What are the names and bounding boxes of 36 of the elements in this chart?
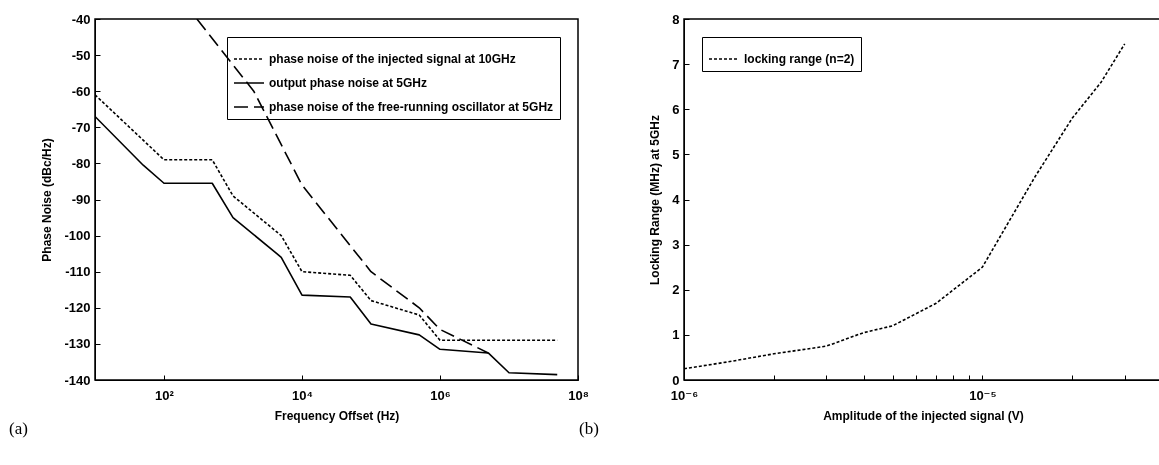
x-tick-label: 10⁻⁶ bbox=[670, 387, 699, 403]
legend-label: phase noise of the injected signal at 10GHz bbox=[269, 52, 516, 66]
y-tick-label: -140 bbox=[64, 372, 91, 388]
y-tick-label: -130 bbox=[64, 336, 91, 352]
x-tick-label: 10² bbox=[155, 387, 175, 403]
y-tick-label: 8 bbox=[672, 11, 680, 27]
y-tick-label: -80 bbox=[71, 155, 91, 171]
y-tick-label: 6 bbox=[672, 101, 680, 117]
y-tick-label: 4 bbox=[672, 192, 681, 207]
y-tick-label: -100 bbox=[64, 228, 91, 244]
x-tick-label: 10⁴ bbox=[292, 387, 313, 403]
x-tick-label: 10⁸ bbox=[568, 387, 589, 403]
y-axis-title: Phase Noise (dBc/Hz) bbox=[40, 138, 55, 262]
y-tick-label: -120 bbox=[64, 300, 91, 316]
y-tick-label: 7 bbox=[672, 56, 680, 72]
legend-label: output phase noise at 5GHz bbox=[269, 76, 428, 90]
y-tick-label: -60 bbox=[71, 83, 91, 99]
y-tick-label: -90 bbox=[71, 192, 91, 207]
x-axis-title: Frequency Offset (Hz) bbox=[274, 408, 400, 423]
legend-label: locking range (n=2) bbox=[744, 52, 855, 66]
y-tick-label: 0 bbox=[672, 372, 680, 388]
y-tick-label: 2 bbox=[672, 282, 680, 298]
y-tick-label: -110 bbox=[65, 264, 91, 280]
x-axis-title: Amplitude of the injected signal (V) bbox=[823, 408, 1024, 423]
legend-label: phase noise of the free-running oscillator at 5GHz bbox=[269, 100, 554, 114]
y-tick-label: 3 bbox=[672, 237, 680, 253]
y-tick-label: 5 bbox=[672, 146, 680, 162]
y-tick-label: 1 bbox=[672, 327, 680, 343]
text: (a) bbox=[9, 419, 28, 438]
y-tick-label: -40 bbox=[71, 11, 91, 27]
text: (b) bbox=[579, 419, 599, 438]
x-tick-label: 10⁻⁵ bbox=[969, 387, 997, 403]
y-axis-title: Locking Range (MHz) at 5GHz bbox=[648, 114, 663, 286]
y-tick-label: -50 bbox=[71, 47, 91, 63]
x-tick-label: 10⁶ bbox=[430, 387, 451, 403]
y-tick-label: -70 bbox=[71, 119, 91, 135]
